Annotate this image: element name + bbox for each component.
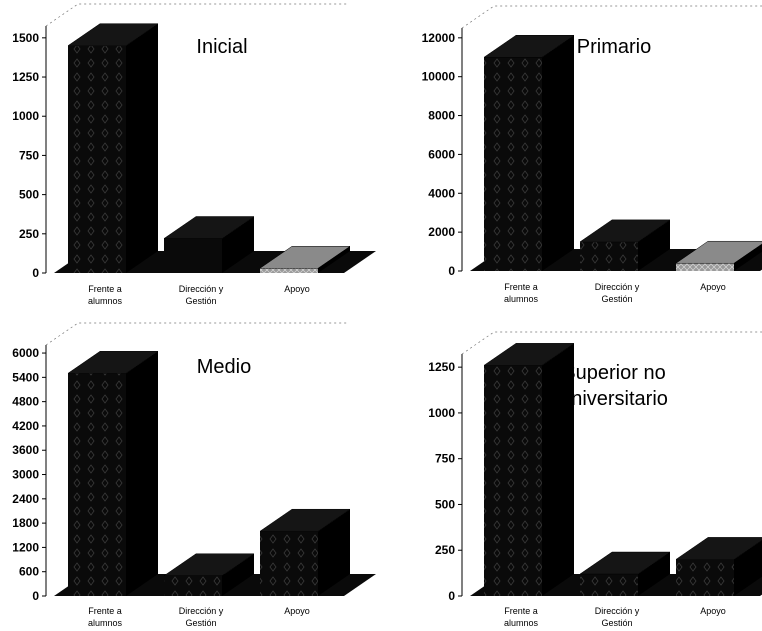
bar-side [126, 351, 158, 596]
category-label: Apoyo [284, 606, 310, 616]
category-label: Dirección y [179, 606, 224, 616]
y-tick-label: 4800 [12, 395, 39, 409]
bar-side [638, 552, 670, 596]
bar-side [126, 23, 158, 274]
category-label: Gestión [185, 296, 216, 306]
y-tick-label: 12000 [422, 31, 456, 45]
bar-side [318, 509, 350, 596]
y-tick-label: 2000 [428, 225, 455, 239]
chart-superior-no-universitario: 0 250 500 750 1000 1250 Frente a alumnos Direcci… [428, 331, 762, 628]
y-tick-label: 8000 [428, 109, 455, 123]
y-tick-label: 4200 [12, 419, 39, 433]
chart-primario: 0 2000 4000 6000 8000 10000 12000 Frente a alumn… [422, 5, 762, 304]
y-tick-label: 4000 [428, 186, 455, 200]
y-tick-label: 1250 [428, 360, 455, 374]
y-tick-label: 6000 [428, 147, 455, 161]
bar [484, 365, 542, 596]
category-label: Apoyo [700, 606, 726, 616]
bar [676, 263, 734, 271]
y-tick-label: 1800 [12, 516, 39, 530]
bar-top [675, 240, 762, 264]
y-tick-label: 1000 [12, 109, 39, 123]
category-label: Gestión [601, 618, 632, 628]
bar-side [734, 540, 762, 596]
category-label: alumnos [504, 618, 539, 628]
y-tick-label: 0 [32, 266, 39, 280]
bar-side [638, 219, 670, 271]
category-label: Gestión [601, 294, 632, 304]
y-tick-label: 750 [19, 148, 39, 162]
chart-title: universitario [560, 388, 668, 410]
category-label: alumnos [504, 294, 539, 304]
bar-side [222, 553, 254, 596]
bar-side [542, 343, 574, 596]
category-label: alumnos [88, 618, 123, 628]
y-tick-label: 250 [435, 543, 455, 557]
wall-outline [45, 3, 348, 27]
y-tick-label: 0 [448, 264, 455, 278]
category-label: Frente a [504, 282, 538, 292]
wall-outline [461, 5, 762, 29]
y-tick-label: 3600 [12, 443, 39, 457]
bar [676, 559, 734, 596]
chart-title: Primario [577, 36, 651, 58]
bar [580, 241, 638, 271]
y-tick-label: 3000 [12, 468, 39, 482]
category-label: Dirección y [595, 606, 640, 616]
bar [164, 575, 222, 596]
bar [260, 268, 318, 273]
chart-medio: 0 600 1200 1800 2400 3000 3600 4200 4800 5400 6000… [12, 322, 376, 628]
y-tick-label: 1500 [12, 31, 39, 45]
bar [164, 238, 222, 273]
y-tick-label: 1200 [12, 540, 39, 554]
y-tick-label: 2400 [12, 492, 39, 506]
bar-side [542, 35, 574, 271]
bar [580, 574, 638, 596]
y-tick-label: 5400 [12, 370, 39, 384]
chart-title: Medio [197, 356, 251, 378]
category-label: Gestión [185, 618, 216, 628]
bar [68, 373, 126, 596]
y-tick-label: 750 [435, 452, 455, 466]
bar [68, 45, 126, 274]
chart-inicial: 0 250 500 750 1000 1250 1500 Frente a alumnos Dir… [12, 3, 376, 306]
category-label: Dirección y [179, 284, 224, 294]
y-tick-label: 1250 [12, 70, 39, 84]
chart-title: Inicial [196, 36, 247, 58]
y-tick-label: 0 [448, 589, 455, 603]
y-tick-label: 10000 [422, 70, 456, 84]
y-tick-label: 600 [19, 565, 39, 579]
y-tick-label: 500 [435, 497, 455, 511]
category-label: Dirección y [595, 282, 640, 292]
bar-side [318, 246, 350, 273]
category-label: Frente a [88, 284, 122, 294]
bar-side [734, 243, 762, 271]
category-label: Apoyo [700, 282, 726, 292]
bar [260, 531, 318, 596]
category-label: Frente a [88, 606, 122, 616]
category-label: Apoyo [284, 284, 310, 294]
bar-top [675, 537, 762, 560]
chart-title: Superior no [562, 362, 665, 384]
bar [484, 57, 542, 271]
category-label: alumnos [88, 296, 123, 306]
y-tick-label: 250 [19, 227, 39, 241]
wall-outline [45, 322, 348, 346]
y-tick-label: 0 [32, 589, 39, 603]
bar-side [222, 216, 254, 273]
y-tick-label: 500 [19, 188, 39, 202]
category-label: Frente a [504, 606, 538, 616]
y-tick-label: 1000 [428, 406, 455, 420]
y-tick-label: 6000 [12, 346, 39, 360]
